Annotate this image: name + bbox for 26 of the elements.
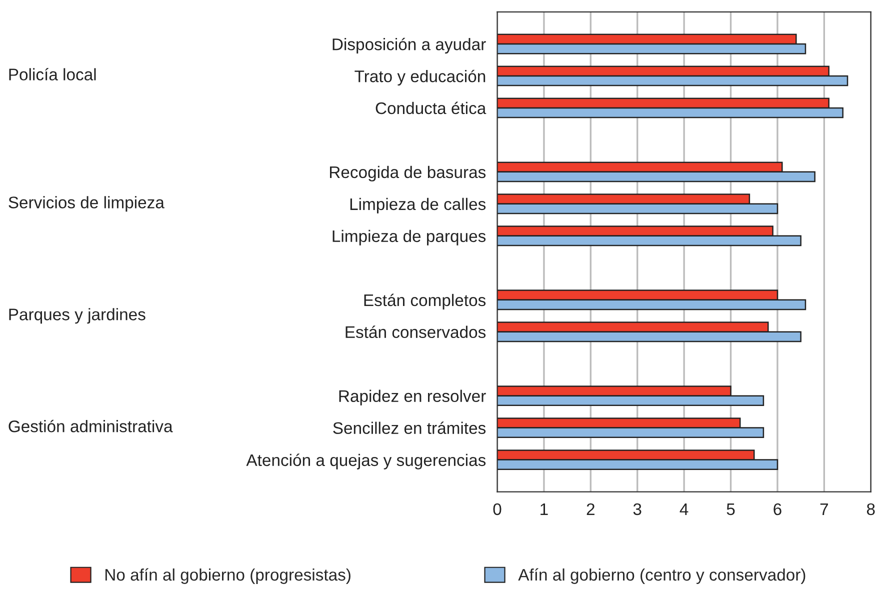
text: Servicios de limpieza: [8, 196, 164, 212]
text: Policía local: [9, 68, 96, 80]
y-tick-label: Trato y educación: [354, 70, 486, 86]
x-tick-label: 7: [820, 504, 828, 515]
legend-label: Afín al gobierno (centro y conservador): [518, 568, 806, 584]
y-tick-label: Sencillez en trámites: [333, 422, 486, 434]
x-tick-label: 2: [586, 503, 594, 515]
y-tick-label: Atención a quejas y sugerencias: [246, 454, 486, 470]
text: Gestión administrativa: [8, 420, 173, 432]
x-tick-label: 1: [540, 504, 548, 515]
x-tick-label: 6: [774, 503, 782, 516]
x-tick-label: 4: [680, 504, 688, 515]
text: Parques y jardines: [9, 308, 146, 324]
y-tick-label: Disposición a ayudar: [332, 38, 486, 54]
y-tick-label: Recogida de basuras: [330, 166, 486, 182]
y-tick-label: Rapidez en resolver: [339, 390, 486, 406]
x-tick-label: 8: [866, 503, 875, 516]
y-tick-label: Están conservados: [346, 326, 486, 338]
y-tick-label: Conducta ética: [376, 102, 486, 114]
x-tick-label: 0: [493, 503, 502, 516]
legend-label: No afín al gobierno (progresistas): [105, 568, 350, 584]
x-tick-label: 5: [726, 504, 735, 516]
y-tick-label: Limpieza de parques: [332, 230, 486, 246]
y-tick-label: Están completos: [364, 294, 486, 310]
y-tick-label: Limpieza de calles: [350, 198, 486, 214]
x-tick-label: 3: [633, 503, 642, 516]
